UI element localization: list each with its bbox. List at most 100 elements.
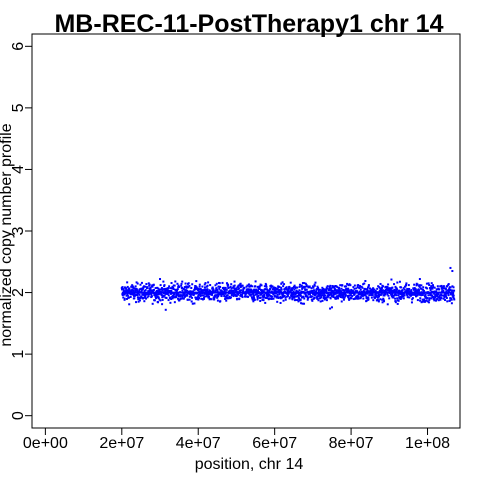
- data-point: [152, 288, 155, 291]
- data-point: [395, 287, 398, 290]
- data-point: [292, 285, 295, 288]
- data-point: [430, 285, 433, 288]
- data-point: [224, 298, 227, 300]
- data-point: [213, 298, 216, 301]
- data-point: [399, 297, 402, 300]
- data-point: [194, 285, 197, 288]
- data-point: [208, 295, 211, 298]
- data-point: [279, 297, 282, 300]
- data-point: [221, 281, 224, 284]
- data-point: [142, 297, 145, 300]
- data-point: [282, 285, 285, 288]
- data-point: [296, 286, 299, 289]
- data-point: [346, 282, 349, 285]
- data-point: [360, 294, 363, 297]
- data-point: [426, 300, 429, 303]
- data-point: [389, 288, 392, 291]
- data-point: [218, 293, 221, 296]
- data-point: [212, 288, 215, 291]
- data-point: [449, 266, 452, 269]
- data-point: [229, 289, 232, 292]
- data-point: [419, 297, 422, 300]
- data-point: [418, 293, 421, 296]
- data-point: [143, 290, 146, 293]
- data-point: [301, 302, 304, 305]
- data-point: [429, 287, 432, 290]
- data-point: [167, 289, 170, 292]
- data-point: [326, 287, 329, 290]
- data-point: [378, 293, 381, 296]
- data-point: [405, 284, 408, 287]
- data-point: [330, 294, 333, 297]
- data-point: [377, 300, 380, 303]
- data-point: [338, 287, 341, 290]
- data-point: [387, 294, 390, 297]
- data-point: [434, 294, 437, 297]
- data-point: [332, 285, 335, 288]
- data-point: [288, 285, 291, 288]
- data-point: [203, 289, 206, 292]
- data-point: [255, 288, 258, 291]
- data-point: [158, 288, 161, 291]
- data-point: [432, 297, 435, 300]
- data-point: [230, 296, 233, 299]
- data-point: [300, 284, 303, 287]
- data-point: [236, 285, 239, 288]
- data-point: [311, 299, 314, 302]
- data-point: [196, 287, 199, 290]
- data-point: [414, 293, 417, 296]
- data-point: [395, 290, 398, 293]
- data-point: [380, 288, 383, 291]
- data-point: [417, 289, 420, 292]
- data-point: [180, 297, 183, 300]
- data-point: [198, 283, 201, 286]
- data-point: [314, 281, 317, 284]
- data-point: [398, 289, 401, 292]
- data-point: [451, 289, 454, 292]
- data-point: [162, 280, 165, 283]
- data-point: [409, 293, 412, 295]
- data-point: [238, 297, 241, 300]
- data-point: [364, 292, 367, 295]
- data-point: [393, 288, 396, 291]
- data-point: [233, 280, 236, 283]
- data-point: [429, 292, 432, 295]
- data-point: [451, 270, 454, 273]
- data-point: [175, 295, 178, 298]
- data-point: [159, 299, 162, 302]
- data-point: [308, 293, 311, 296]
- data-point: [191, 296, 194, 299]
- data-point: [151, 302, 154, 305]
- data-point: [313, 283, 316, 286]
- data-point: [264, 288, 267, 291]
- data-point: [230, 293, 233, 296]
- data-point: [133, 297, 136, 300]
- data-point: [323, 296, 326, 299]
- data-point: [209, 297, 212, 300]
- data-point: [392, 296, 395, 299]
- data-point: [362, 289, 365, 292]
- data-point: [300, 296, 303, 299]
- data-point: [152, 283, 155, 286]
- x-axis-label: position, chr 14: [195, 456, 304, 473]
- data-point: [206, 289, 209, 292]
- data-point: [437, 293, 440, 296]
- data-point: [360, 293, 363, 296]
- data-point: [313, 284, 316, 287]
- data-point: [273, 289, 276, 292]
- data-point: [251, 297, 254, 300]
- data-point: [282, 299, 285, 302]
- data-point: [379, 293, 382, 296]
- data-point: [442, 285, 445, 288]
- data-point: [353, 287, 356, 290]
- data-point: [359, 296, 362, 299]
- data-point: [217, 295, 220, 298]
- y-tick-label: 4: [10, 165, 27, 174]
- data-point: [227, 286, 230, 289]
- data-point: [135, 281, 138, 284]
- data-point: [452, 295, 455, 298]
- data-point: [306, 298, 309, 301]
- data-point: [342, 298, 345, 301]
- data-point: [386, 286, 389, 289]
- data-point: [299, 293, 302, 296]
